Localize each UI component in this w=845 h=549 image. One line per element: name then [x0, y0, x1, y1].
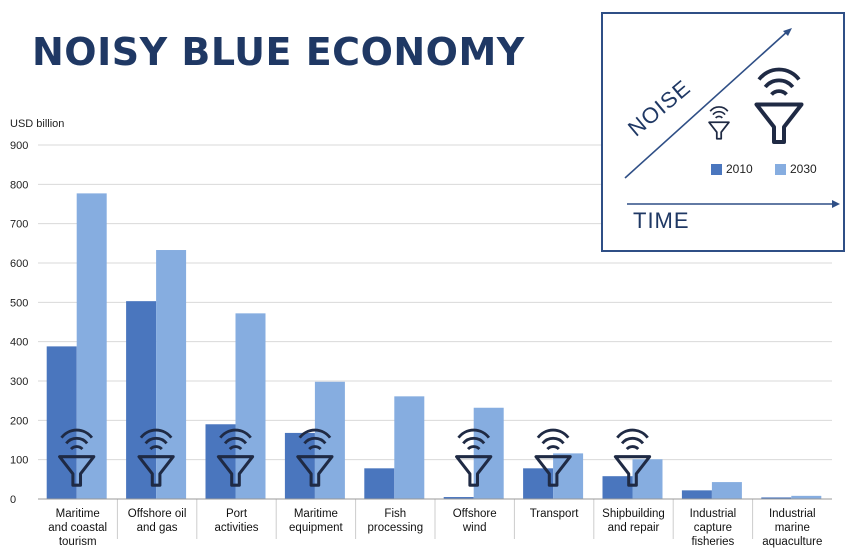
sound-wave-icon: [541, 436, 565, 445]
bar-2010: [364, 468, 395, 499]
category-label: Port: [226, 508, 248, 520]
funnel-icon: [455, 455, 493, 487]
category-label: Shipbuilding: [602, 508, 665, 520]
noise-funnel-small-icon: [708, 106, 730, 140]
sound-wave-icon: [616, 428, 649, 439]
noise-funnel-icon: [613, 428, 652, 487]
funnel-icon: [216, 455, 255, 487]
sound-wave-icon: [546, 445, 560, 451]
sound-wave-icon: [303, 436, 327, 445]
y-tick-label: 200: [10, 415, 28, 427]
bar-2010: [284, 432, 315, 499]
bar-2030: [394, 396, 425, 499]
page-title: NOISY BLUE ECONOMY: [32, 30, 525, 74]
y-tick-label: 900: [10, 140, 28, 152]
category-label: Industrial: [769, 508, 816, 520]
bar-2010: [602, 476, 633, 499]
y-tick-label: 100: [10, 455, 28, 467]
bar-2030: [235, 313, 266, 499]
category-label: Transport: [530, 508, 580, 520]
category-label: Maritime: [294, 508, 338, 520]
sound-wave-icon: [536, 428, 570, 439]
noise-arrow-head: [783, 28, 792, 36]
category-label: activities: [214, 522, 258, 534]
legend-swatch-2030: [775, 163, 786, 175]
noise-funnel-icon: [534, 428, 572, 487]
y-tick-label: 400: [10, 337, 28, 349]
sound-wave-icon: [149, 445, 163, 451]
bar-2010: [681, 490, 712, 499]
funnel-icon: [296, 455, 334, 487]
sound-wave-icon: [308, 445, 322, 451]
funnel-icon: [613, 455, 652, 487]
category-label: wind: [462, 522, 487, 534]
noise-funnel-icon: [455, 428, 493, 487]
sound-wave-icon: [139, 428, 173, 439]
y-tick-label: 300: [10, 376, 28, 388]
category-label: and coastal: [48, 522, 107, 534]
y-tick-label: 500: [10, 297, 28, 309]
category-label: Offshore oil: [128, 508, 187, 520]
category-label: Offshore: [453, 508, 497, 520]
sound-wave-icon: [228, 445, 243, 451]
time-axis-label: TIME: [633, 208, 690, 233]
category-label: processing: [367, 522, 423, 534]
legend-label-2010: 2010: [726, 162, 753, 176]
category-label: equipment: [289, 522, 344, 534]
legend-label-2030: 2030: [790, 162, 817, 176]
sound-wave-icon: [625, 445, 640, 451]
category-label: and repair: [608, 522, 660, 534]
sound-wave-icon: [60, 428, 94, 439]
category-label: Fish: [384, 508, 406, 520]
bar-2030: [791, 495, 822, 499]
noise-funnel-icon: [137, 428, 175, 487]
sound-wave-icon: [298, 428, 332, 439]
sound-wave-icon: [466, 445, 481, 451]
sound-wave-icon: [462, 436, 486, 445]
sound-wave-icon: [223, 436, 248, 445]
category-label: marine: [775, 522, 810, 534]
noise-funnel-icon: [296, 428, 334, 487]
category-label: aquaculture: [762, 536, 822, 548]
sound-wave-icon: [620, 436, 645, 445]
bar-2030: [711, 482, 742, 499]
time-arrow-head: [832, 200, 840, 208]
funnel-icon: [534, 455, 572, 487]
y-tick-label: 700: [10, 219, 28, 231]
category-label: tourism: [59, 536, 97, 548]
category-label: Industrial: [690, 508, 737, 520]
sound-wave-icon: [144, 436, 168, 445]
y-tick-label: 600: [10, 258, 28, 270]
noise-arrow: [624, 29, 790, 179]
sound-wave-icon: [69, 445, 84, 451]
noise-funnel-icon: [58, 428, 96, 487]
bar-2030: [76, 193, 107, 499]
noise-funnel-large-icon: [754, 67, 804, 144]
bar-2010: [761, 497, 792, 499]
y-tick-label: 800: [10, 179, 28, 191]
legend-graphics: [624, 28, 840, 208]
category-label: capture: [694, 522, 732, 534]
legend-swatch-2010: [711, 163, 722, 175]
sound-wave-icon: [219, 428, 252, 439]
y-axis-unit-label: USD billion: [10, 118, 65, 130]
legend-item-2030: 2030: [775, 162, 817, 176]
legend-panel: NOISE TIME 2010 2030: [601, 12, 845, 252]
category-label: Maritime: [56, 508, 100, 520]
noise-funnel-icon: [216, 428, 255, 487]
funnel-icon: [137, 455, 175, 487]
sound-wave-icon: [65, 436, 89, 445]
category-label: and gas: [137, 522, 178, 534]
sound-wave-icon: [457, 428, 491, 439]
category-label: fisheries: [691, 536, 734, 548]
funnel-icon: [58, 455, 96, 487]
legend-item-2010: 2010: [711, 162, 753, 176]
bar-2010: [443, 497, 474, 499]
y-tick-label: 0: [10, 494, 16, 506]
bar-2010: [126, 301, 157, 499]
